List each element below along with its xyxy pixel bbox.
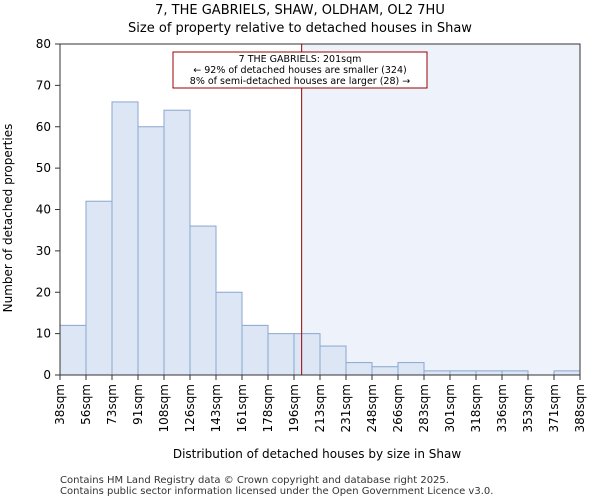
bar-196sqm	[293, 333, 321, 376]
x-tick-label: 38sqm	[53, 384, 67, 425]
x-tick-label: 388sqm	[573, 384, 587, 432]
bar-213sqm	[319, 345, 347, 376]
y-tick-label: 70	[36, 78, 51, 92]
x-tick-label: 301sqm	[443, 384, 457, 432]
x-tick-label: 56sqm	[79, 384, 93, 425]
x-tick-label: 126sqm	[183, 384, 197, 432]
bar-161sqm	[241, 324, 269, 376]
bar-38sqm	[59, 324, 87, 376]
y-axis-label: Number of detached properties	[1, 124, 15, 313]
bar-248sqm	[371, 366, 399, 376]
x-tick-label: 283sqm	[417, 384, 431, 432]
x-tick-label: 73sqm	[105, 384, 119, 425]
larger-region-highlight	[301, 44, 580, 375]
y-tick-label: 0	[43, 368, 51, 382]
bar-318sqm	[475, 370, 503, 376]
x-tick-label: 161sqm	[235, 384, 249, 432]
bar-336sqm	[501, 370, 529, 376]
x-tick-label: 336sqm	[495, 384, 509, 432]
x-tick-label: 108sqm	[157, 384, 171, 432]
y-tick-label: 50	[36, 161, 51, 175]
footer-line-2: Contains public sector information licen…	[60, 486, 493, 497]
y-tick-label: 10	[36, 327, 51, 341]
y-tick-label: 40	[36, 203, 51, 217]
x-axis: 38sqm 56sqm 73sqm 91sqm 108sqm 126sqm 143sqm 16…	[53, 375, 587, 432]
x-tick-label: 318sqm	[469, 384, 483, 432]
bar-178sqm	[267, 333, 295, 376]
x-tick-label: 231sqm	[339, 384, 353, 432]
bar-231sqm	[345, 362, 373, 376]
x-tick-label: 213sqm	[313, 384, 327, 432]
bar-91sqm	[137, 126, 165, 376]
bar-73sqm	[111, 101, 139, 376]
x-tick-label: 143sqm	[209, 384, 223, 432]
annotation-line-1: 7 THE GABRIELS: 201sqm	[239, 54, 362, 65]
bar-56sqm	[85, 200, 113, 376]
chart-title: 7, THE GABRIELS, SHAW, OLDHAM, OL2 7HU	[155, 3, 445, 18]
x-tick-label: 266sqm	[391, 384, 405, 432]
annotation-line-3: 8% of semi-detached houses are larger (2…	[190, 76, 410, 87]
bar-266sqm	[397, 362, 425, 376]
x-tick-label: 196sqm	[287, 384, 301, 432]
y-axis: 0 10 20 30 40 50 60 70 80	[36, 37, 60, 382]
y-tick-label: 80	[36, 37, 51, 51]
bar-108sqm	[163, 109, 191, 376]
y-tick-label: 60	[36, 120, 51, 134]
x-tick-label: 248sqm	[365, 384, 379, 432]
bar-283sqm	[423, 370, 451, 376]
x-tick-label: 371sqm	[547, 384, 561, 432]
y-tick-label: 30	[36, 244, 51, 258]
y-tick-label: 20	[36, 285, 51, 299]
footer-line-1: Contains HM Land Registry data © Crown c…	[60, 475, 449, 486]
bar-143sqm	[215, 291, 243, 376]
bar-371sqm	[553, 370, 581, 376]
x-tick-label: 91sqm	[131, 384, 145, 425]
x-tick-label: 178sqm	[261, 384, 275, 432]
x-axis-label: Distribution of detached houses by size …	[173, 447, 461, 461]
bar-301sqm	[449, 370, 477, 376]
bars-group	[59, 101, 581, 376]
annotation-box: 7 THE GABRIELS: 201sqm ← 92% of detached…	[172, 51, 428, 89]
x-tick-label: 353sqm	[521, 384, 535, 432]
bar-126sqm	[189, 225, 217, 376]
chart-subtitle: Size of property relative to detached ho…	[128, 21, 472, 36]
annotation-line-2: ← 92% of detached houses are smaller (32…	[193, 65, 406, 76]
